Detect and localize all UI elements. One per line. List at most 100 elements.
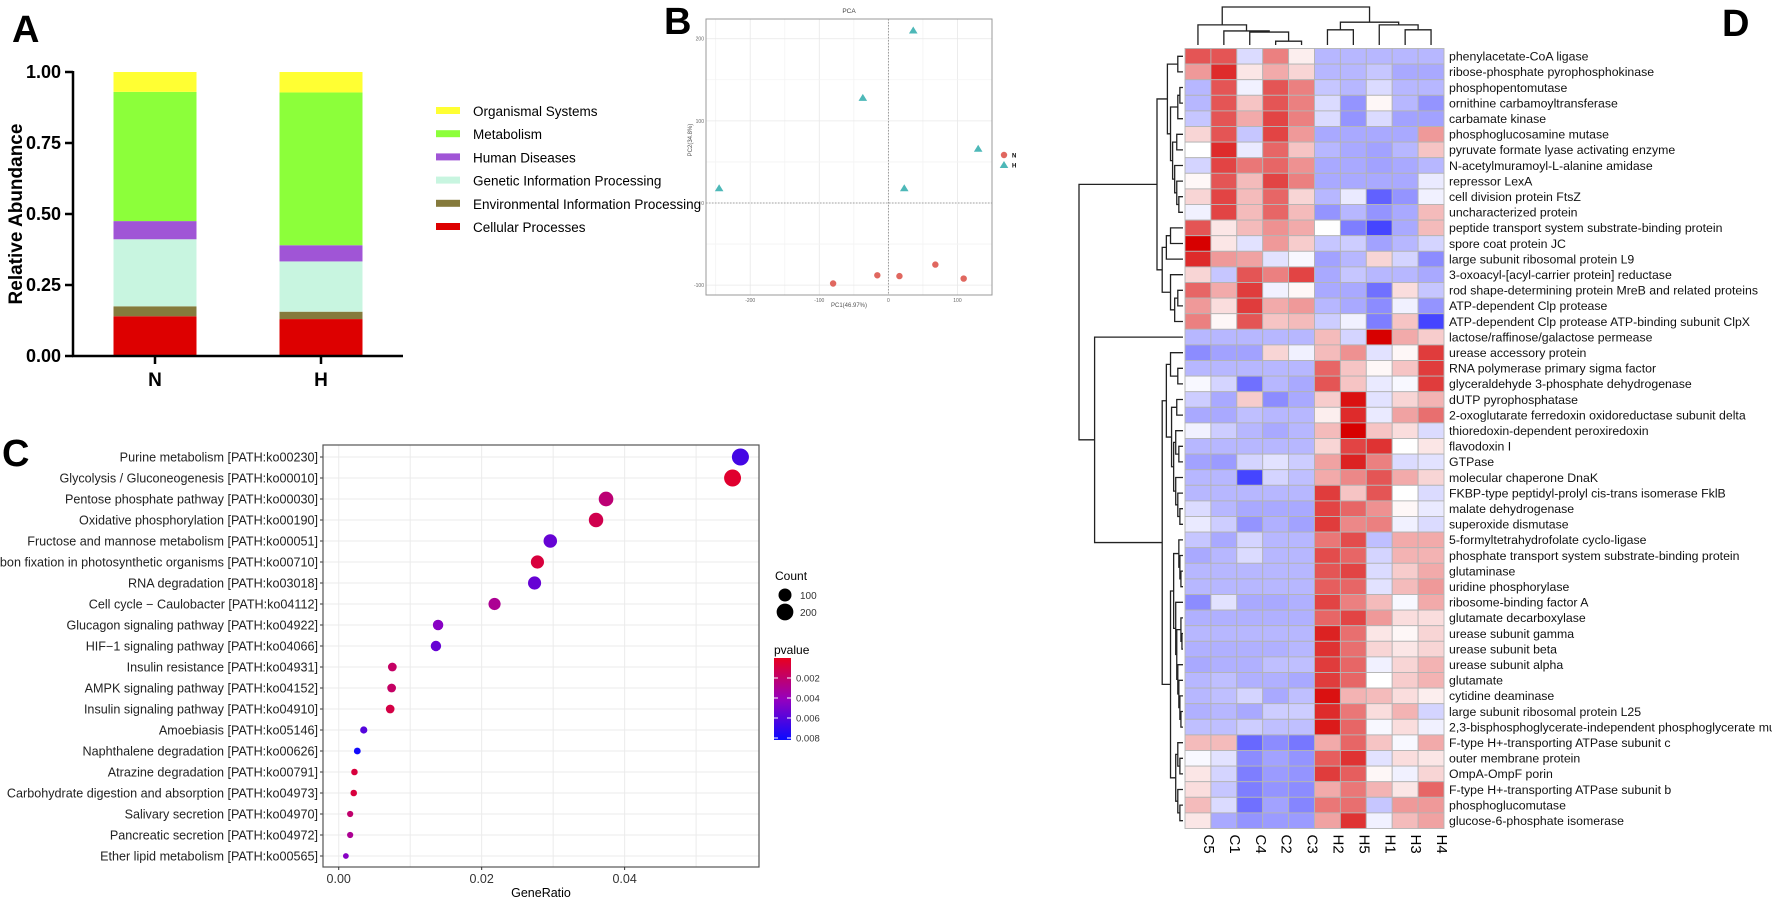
heatmap-cell [1314,656,1341,673]
heatmap-cell [1288,250,1315,268]
heatmap-cell [1288,656,1315,673]
heatmap-cell [1314,313,1341,330]
heatmap-cell [1236,453,1264,471]
heatmap-cell [1365,516,1393,533]
dendrogram-branch [1178,679,1183,709]
legend-marker [999,161,1009,168]
heatmap-cell [1365,578,1393,595]
dendrogram-branch [1169,352,1183,377]
heatmap-cell [1236,79,1264,96]
row-label: urease accessory protein [1449,346,1587,360]
heatmap-cell [1236,812,1264,829]
heatmap-cell [1314,750,1341,767]
heatmap-cell [1184,94,1212,112]
x-tick-label: H [314,370,328,391]
heatmap-cell [1288,594,1315,611]
heatmap-cell [1210,812,1238,829]
heatmap-cell [1210,750,1238,767]
heatmap-cell [1262,422,1290,439]
heatmap-cell [1262,812,1290,829]
y-tick-label: -100 [694,283,704,289]
bar-segment [113,316,197,356]
heatmap-cell [1391,640,1419,658]
heatmap-cell [1314,344,1341,361]
heatmap-cell [1417,344,1445,361]
heatmap-cell [1339,438,1367,455]
heatmap-cell [1236,94,1264,112]
row-label: rod shape-determining protein MreB and r… [1449,284,1758,298]
heatmap-cell [1184,297,1212,315]
heatmap-cell [1314,235,1341,252]
heatmap-cell [1339,765,1367,783]
heatmap-cell [1210,219,1238,237]
x-tick-label: 0.02 [470,872,494,886]
heatmap-cell [1262,781,1290,798]
heatmap-cell [1288,625,1315,642]
data-dot [351,768,358,776]
heatmap-cell [1210,438,1238,455]
row-label: ornithine carbamoyltransferase [1449,96,1618,110]
heatmap-cell [1391,63,1419,81]
dendrogram-branch [1179,804,1183,822]
heatmap-cell [1262,266,1290,283]
dendrogram-branch [1174,297,1183,323]
data-dot [724,469,742,487]
data-dot [530,555,545,569]
heatmap-cell [1417,734,1445,751]
heatmap-cell [1314,172,1341,190]
heatmap-cell [1288,110,1315,127]
heatmap-cell [1391,328,1419,346]
heatmap-cell [1236,328,1264,346]
heatmap-cell [1339,422,1367,439]
heatmap-cell [1210,765,1238,783]
heatmap-cell [1210,204,1238,221]
heatmap-cell [1236,765,1264,783]
pathway-label: Carbon fixation in photosynthetic organi… [0,556,318,570]
row-label: F-type H+-transporting ATPase subunit b [1449,783,1671,797]
heatmap-cell [1288,750,1315,767]
heatmap-cell [1339,188,1367,205]
heatmap-cell [1184,188,1212,205]
heatmap-cell [1339,391,1367,408]
heatmap-cell [1210,266,1238,283]
heatmap-cell [1339,562,1367,580]
pathway-label: Fructose and mannose metabolism [PATH:ko… [27,535,318,549]
row-label: GTPase [1449,455,1494,469]
heatmap-cell [1365,765,1393,783]
heatmap-cell [1236,796,1264,814]
row-label: repressor LexA [1449,174,1533,188]
heatmap-cell [1417,625,1445,642]
heatmap-cell [1339,484,1367,502]
heatmap-cell [1391,344,1419,361]
x-tick-label: 100 [953,298,962,304]
heatmap-cell [1339,609,1367,627]
heatmap-cell [1210,48,1238,65]
heatmap-cell [1184,562,1212,580]
heatmap-cell [1236,172,1264,190]
pathway-label: Oxidative phosphorylation [PATH:ko00190] [79,514,318,528]
heatmap-cell [1210,796,1238,814]
dendrogram-branch [1093,336,1183,544]
color-bar-label: 0.002 [796,674,820,685]
heatmap-cell [1236,313,1264,330]
heatmap-cell [1262,656,1290,673]
heatmap-cell [1236,547,1264,564]
heatmap-cell [1314,438,1341,455]
heatmap-cell [1391,79,1419,96]
heatmap-cell [1417,157,1445,174]
heatmap-cell [1262,516,1290,533]
heatmap-cell [1314,188,1341,205]
heatmap-cell [1184,219,1212,237]
heatmap-cell [1391,781,1419,798]
heatmap-cell [1184,172,1212,190]
heatmap-cell [1236,406,1264,424]
heatmap-cell [1210,110,1238,127]
dendrogram-branch [1078,183,1157,441]
heatmap-cell [1210,734,1238,751]
heatmap-cell [1262,438,1290,455]
heatmap-cell [1314,282,1341,299]
heatmap-cell [1339,266,1367,283]
heatmap-cell [1391,235,1419,252]
heatmap-cell [1314,126,1341,143]
heatmap-cell [1391,484,1419,502]
